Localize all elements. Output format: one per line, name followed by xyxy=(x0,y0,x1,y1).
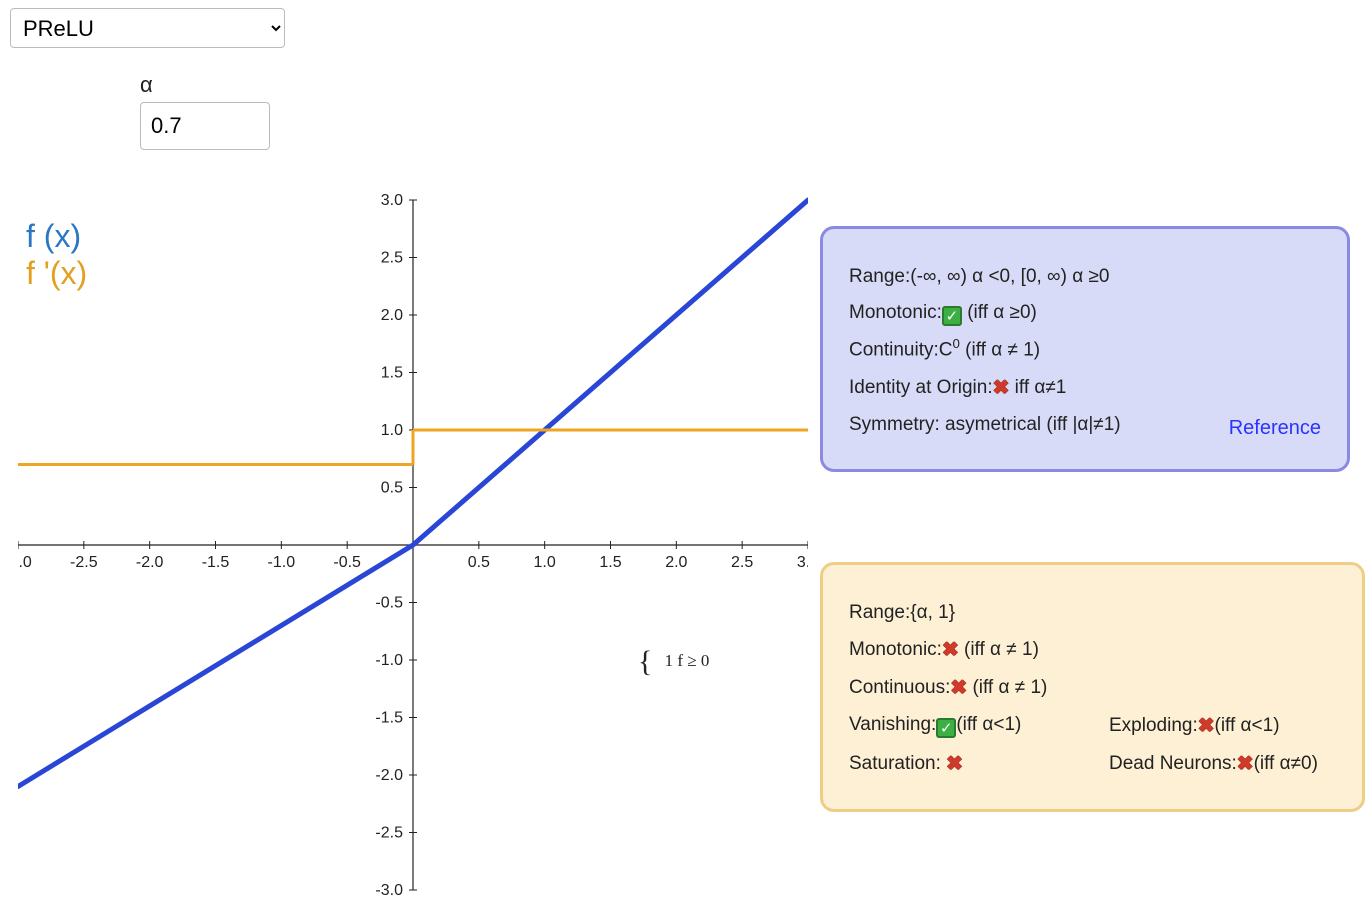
cross-icon: ✖ xyxy=(942,631,959,669)
svg-text:-2.0: -2.0 xyxy=(136,554,164,571)
fp-sat-dead: Saturation: ✖ Dead Neurons:✖(iff α≠0) xyxy=(849,745,1336,783)
info-box-fp: Range:{α, 1} Monotonic:✖ (iff α ≠ 1) Con… xyxy=(820,562,1365,812)
cross-icon: ✖ xyxy=(1237,745,1254,783)
svg-text:1.0: 1.0 xyxy=(534,554,556,571)
svg-text:-2.5: -2.5 xyxy=(375,825,403,842)
svg-text:3.0: 3.0 xyxy=(797,554,808,571)
f-range: Range:(-∞, ∞) α <0, [0, ∞) α ≥0 xyxy=(849,259,1321,295)
svg-text:0.5: 0.5 xyxy=(468,554,490,571)
cross-icon: ✖ xyxy=(946,745,963,783)
svg-text:3.0: 3.0 xyxy=(381,192,403,209)
svg-text:-0.5: -0.5 xyxy=(375,595,403,612)
fp-range: Range:{α, 1} xyxy=(849,595,1336,631)
f-continuity: Continuity:C0 (iff α ≠ 1) xyxy=(849,331,1321,368)
activation-select-wrap: PReLUReLULeaky ReLUELUSigmoidTanh xyxy=(10,8,285,48)
chart: -3.0 -2.5 -2.0 -1.5 -1.0 -0.5 0.5 1.0 1.5 2.0 2.5 3… xyxy=(18,190,808,910)
activation-select[interactable]: PReLUReLULeaky ReLUELUSigmoidTanh xyxy=(10,8,285,48)
svg-text:-2.5: -2.5 xyxy=(70,554,98,571)
fp-continuous: Continuous:✖ (iff α ≠ 1) xyxy=(849,669,1336,707)
cross-icon: ✖ xyxy=(950,669,967,707)
svg-text:-1.0: -1.0 xyxy=(268,554,296,571)
svg-text:-1.5: -1.5 xyxy=(375,710,403,727)
svg-text:1.0: 1.0 xyxy=(381,422,403,439)
svg-text:-3.0: -3.0 xyxy=(18,554,32,571)
svg-text:0.5: 0.5 xyxy=(381,480,403,497)
param-block: α xyxy=(140,72,270,150)
fp-vanish-explode: Vanishing:✓(iff α<1) Exploding:✖(iff α<1… xyxy=(849,707,1336,745)
svg-text:2.0: 2.0 xyxy=(381,307,403,324)
param-label: α xyxy=(140,72,270,98)
svg-text:2.5: 2.5 xyxy=(731,554,753,571)
formula: { 1 f ≥ 0 xyxy=(638,645,709,679)
svg-text:-3.0: -3.0 xyxy=(375,882,403,899)
check-icon: ✓ xyxy=(942,306,962,326)
svg-text:-0.5: -0.5 xyxy=(333,554,361,571)
info-box-f: Range:(-∞, ∞) α <0, [0, ∞) α ≥0 Monotoni… xyxy=(820,226,1350,472)
brace-icon: { xyxy=(638,645,652,678)
alpha-input[interactable] xyxy=(140,102,270,150)
svg-text:-1.0: -1.0 xyxy=(375,652,403,669)
check-icon: ✓ xyxy=(936,718,956,738)
svg-text:1.5: 1.5 xyxy=(599,554,621,571)
cross-icon: ✖ xyxy=(1198,707,1215,745)
svg-text:2.5: 2.5 xyxy=(381,250,403,267)
reference-link[interactable]: Reference xyxy=(1229,409,1321,447)
formula-row: 1 f ≥ 0 xyxy=(665,651,710,670)
svg-text:-2.0: -2.0 xyxy=(375,767,403,784)
svg-text:2.0: 2.0 xyxy=(665,554,687,571)
f-monotonic: Monotonic:✓ (iff α ≥0) xyxy=(849,295,1321,331)
svg-text:-1.5: -1.5 xyxy=(202,554,230,571)
fp-monotonic: Monotonic:✖ (iff α ≠ 1) xyxy=(849,631,1336,669)
cross-icon: ✖ xyxy=(993,369,1010,407)
f-identity: Identity at Origin:✖ iff α≠1 xyxy=(849,369,1321,407)
svg-text:1.5: 1.5 xyxy=(381,365,403,382)
